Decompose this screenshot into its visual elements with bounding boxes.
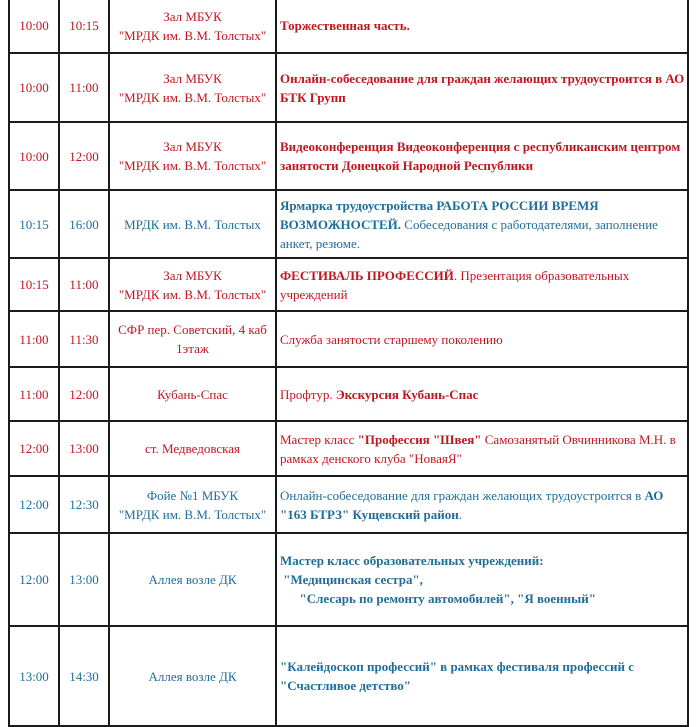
start-time-cell: 10:00 (8, 52, 60, 123)
description-segment: Служба занятости старшему поколению (280, 331, 503, 347)
table-row: 12:00 13:00 Аллея возле ДК Мастер класс обр… (8, 532, 689, 627)
end-time-cell: 13:00 (58, 420, 110, 477)
schedule-table: 10:00 10:15 Зал МБУК "МРДК им. В.М. Толсты… (8, 0, 689, 727)
table-row: 10:00 11:00 Зал МБУК "МРДК им. В.М. Толсты… (8, 52, 689, 123)
table-row: 11:00 11:30 СФР пер. Советский, 4 каб 1эта… (8, 310, 689, 368)
end-time-cell: 13:00 (58, 532, 110, 627)
description-segment: Самозанятый Овчинникова М.Н. в рамках де… (280, 431, 676, 466)
start-time-cell: 10:15 (8, 257, 60, 312)
description-cell: Видеоконференция Видеоконференция с респ… (275, 121, 689, 191)
table-row: 10:15 11:00 Зал МБУК "МРДК им. В.М. Толсты… (8, 257, 689, 312)
description-segment: АО "163 БТРЗ" Кущевский район (280, 487, 664, 522)
end-time-cell: 12:00 (58, 121, 110, 191)
description-cell: ФЕСТИВАЛЬ ПРОФЕССИЙ. Презентация образов… (275, 257, 689, 312)
start-time-cell: 12:00 (8, 532, 60, 627)
description-segment: "Калейдоскоп профессий" в рамках фестива… (280, 659, 635, 693)
description-segment: ФЕСТИВАЛЬ ПРОФЕССИЙ (280, 267, 454, 283)
place-cell: Зал МБУК "МРДК им. В.М. Толстых" (108, 0, 277, 54)
end-time-cell: 12:00 (58, 366, 110, 422)
table-row: 12:00 12:30 Фойе №1 МБУК "МРДК им. В.М. То… (8, 475, 689, 534)
description-cell: Служба занятости старшему поколению (275, 310, 689, 368)
end-time-cell: 14:30 (58, 625, 110, 727)
description-segment: Онлайн-собеседование для граждан желающи… (280, 70, 685, 105)
place-cell: Аллея возле ДК (108, 532, 277, 627)
place-cell: Зал МБУК "МРДК им. В.М. Толстых" (108, 257, 277, 312)
description-cell: Онлайн-собеседование для граждан желающи… (275, 475, 689, 534)
start-time-cell: 11:00 (8, 310, 60, 368)
place-cell: Аллея возле ДК (108, 625, 277, 727)
description-segment: Мастер класс образовательных учреждений:… (280, 553, 596, 606)
place-cell: Кубань-Спас (108, 366, 277, 422)
description-segment: Торжественная часть. (280, 18, 410, 33)
end-time-cell: 10:15 (58, 0, 110, 54)
table-row: 10:00 12:00 Зал МБУК "МРДК им. В.М. Толсты… (8, 121, 689, 191)
description-segment: Мастер класс (280, 431, 358, 447)
table-row: 11:00 12:00 Кубань-Спас Профтур. Экскурсия … (8, 366, 689, 422)
start-time-cell: 12:00 (8, 475, 60, 534)
description-segment: Экскурсия Кубань-Спас (335, 386, 479, 402)
end-time-cell: 12:30 (58, 475, 110, 534)
description-cell: Ярмарка трудоустройства РАБОТА РОССИИ ВР… (275, 189, 689, 259)
table-row: 10:15 16:00 МРДК им. В.М. Толстых Ярмарка т… (8, 189, 689, 259)
description-cell: Мастер класс "Профессия "Швея" Самозанят… (275, 420, 689, 477)
description-cell: Онлайн-собеседование для граждан желающи… (275, 52, 689, 123)
description-cell: "Калейдоскоп профессий" в рамках фестива… (275, 625, 689, 727)
description-segment: . (458, 506, 462, 522)
start-time-cell: 10:15 (8, 189, 60, 259)
end-time-cell: 16:00 (58, 189, 110, 259)
table-row: 10:00 10:15 Зал МБУК "МРДК им. В.М. Толсты… (8, 0, 689, 54)
start-time-cell: 10:00 (8, 0, 60, 54)
place-cell: ст. Медведовская (108, 420, 277, 477)
place-cell: Фойе №1 МБУК "МРДК им. В.М. Толстых" (108, 475, 277, 534)
description-segment: "Профессия "Швея" (357, 431, 482, 447)
end-time-cell: 11:30 (58, 310, 110, 368)
description-segment: Видеоконференция Видеоконференция с респ… (280, 139, 681, 173)
description-cell: Мастер класс образовательных учреждений:… (275, 532, 689, 627)
start-time-cell: 13:00 (8, 625, 60, 727)
table-row: 12:00 13:00 ст. Медведовская Мастер класс "… (8, 420, 689, 477)
schedule-body: 10:00 10:15 Зал МБУК "МРДК им. В.М. Толсты… (8, 0, 689, 727)
place-cell: МРДК им. В.М. Толстых (108, 189, 277, 259)
description-segment: Собеседования с работодателями, заполнен… (280, 216, 658, 251)
start-time-cell: 10:00 (8, 121, 60, 191)
place-cell: Зал МБУК "МРДК им. В.М. Толстых" (108, 121, 277, 191)
end-time-cell: 11:00 (58, 257, 110, 312)
start-time-cell: 12:00 (8, 420, 60, 477)
description-segment: . Презентация образовательных учреждений (280, 267, 630, 302)
description-cell: Торжественная часть. (275, 0, 689, 54)
place-cell: СФР пер. Советский, 4 каб 1этаж (108, 310, 277, 368)
description-cell: Профтур. Экскурсия Кубань-Спас (275, 366, 689, 422)
start-time-cell: 11:00 (8, 366, 60, 422)
description-segment: Онлайн-собеседование для граждан желающи… (280, 487, 645, 503)
table-row: 13:00 14:30 Аллея возле ДК "Калейдоскоп про… (8, 625, 689, 727)
description-segment: Профтур. (280, 386, 336, 402)
place-cell: Зал МБУК "МРДК им. В.М. Толстых" (108, 52, 277, 123)
end-time-cell: 11:00 (58, 52, 110, 123)
description-segment: Ярмарка трудоустройства РАБОТА РОССИИ ВР… (280, 197, 599, 232)
